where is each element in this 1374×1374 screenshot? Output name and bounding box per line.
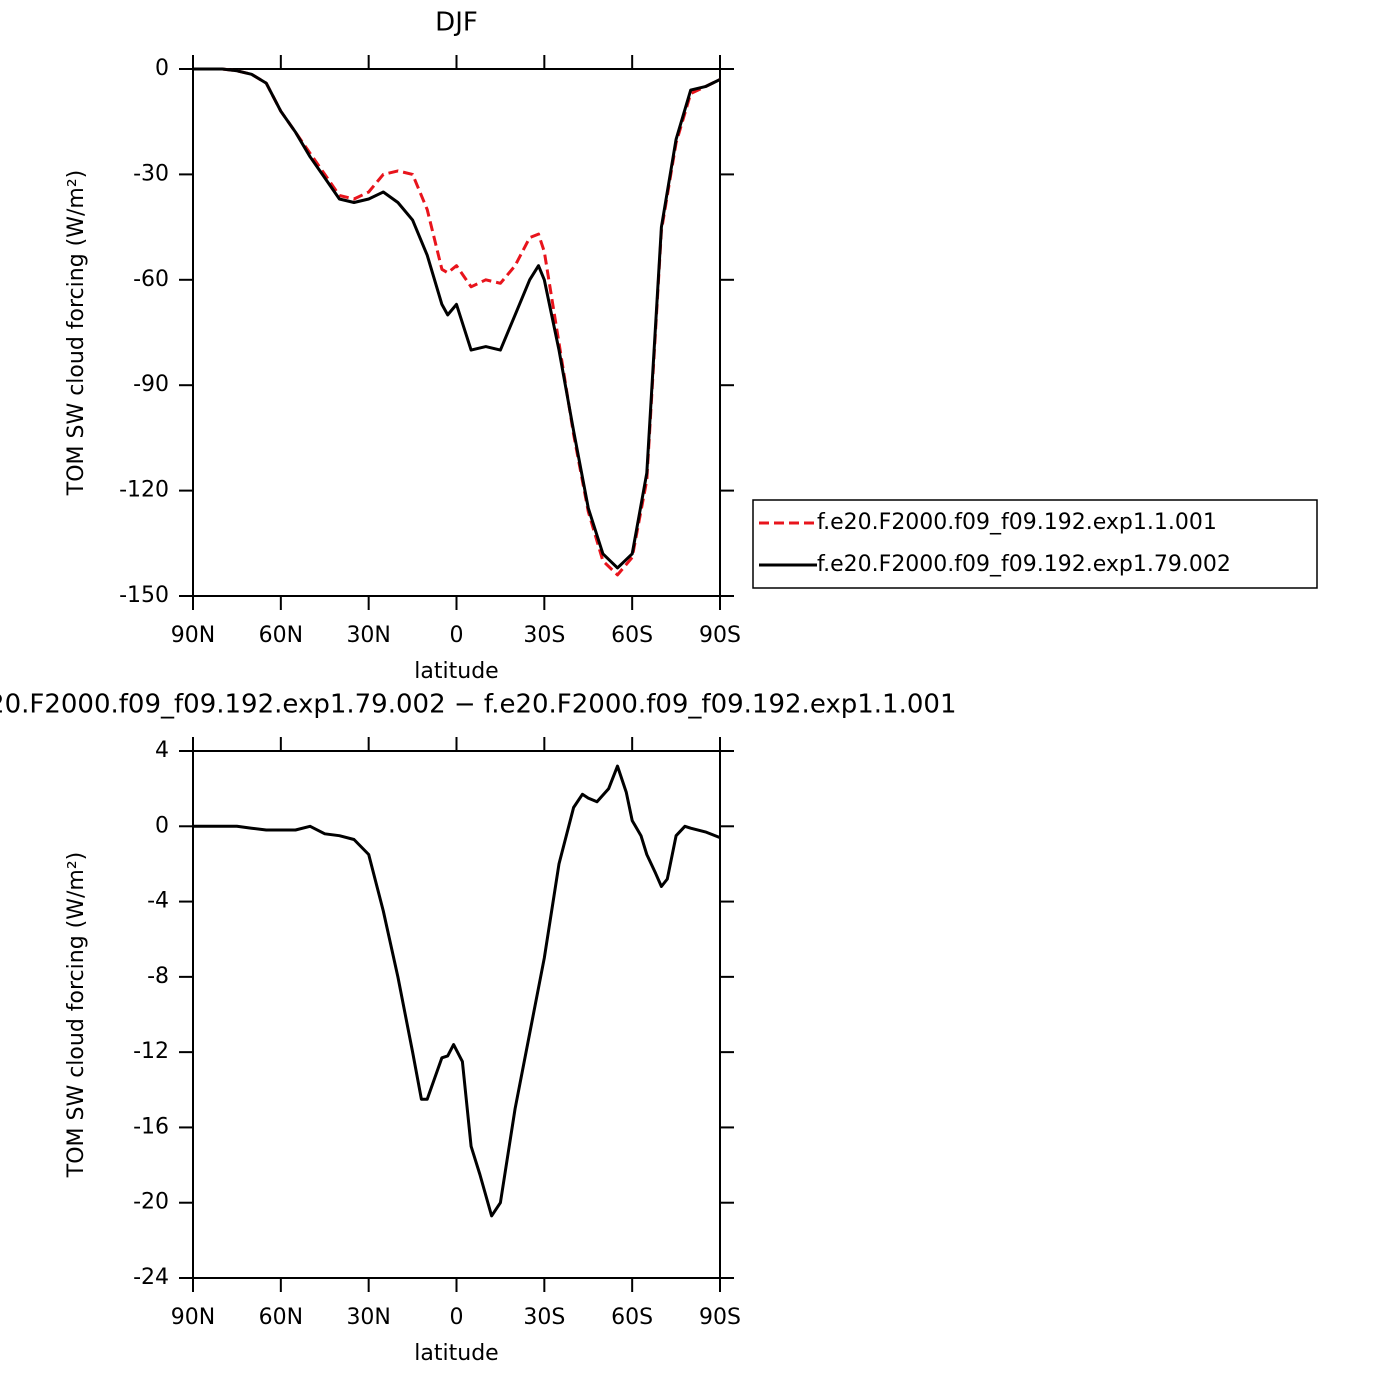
legend-label: f.e20.F2000.f09_f09.192.exp1.1.001 <box>817 510 1217 535</box>
y-tick-label: -30 <box>133 161 169 186</box>
x-tick-label: 30N <box>346 623 390 648</box>
plot-frame <box>192 68 721 597</box>
x-tick-label: 30S <box>523 1305 565 1330</box>
y-tick-label: -8 <box>147 964 169 989</box>
y-tick-label: -4 <box>147 889 169 914</box>
y-tick-label: 0 <box>155 56 169 81</box>
data-line <box>193 764 721 1218</box>
x-tick-label: 0 <box>450 1305 464 1330</box>
x-tick-label: 90S <box>699 1305 741 1330</box>
chart-title: DJF <box>435 8 478 38</box>
chart-title: f.e20.F2000.f09_f09.192.exp1.79.002 − f.… <box>0 690 956 720</box>
y-tick-label: -90 <box>133 372 169 397</box>
y-tick-label: -16 <box>133 1114 169 1139</box>
plot-frame <box>192 750 721 1279</box>
data-line <box>193 67 721 570</box>
x-tick-label: 30S <box>523 623 565 648</box>
y-tick-label: -20 <box>133 1190 169 1215</box>
y-axis-label: TOM SW cloud forcing (W/m²) <box>64 852 89 1178</box>
y-tick-label: -150 <box>119 583 169 608</box>
x-tick-label: 60S <box>611 623 653 648</box>
x-tick-label: 0 <box>450 623 464 648</box>
y-axis-label: TOM SW cloud forcing (W/m²) <box>64 170 89 496</box>
x-axis-label: latitude <box>414 1341 498 1366</box>
legend-label: f.e20.F2000.f09_f09.192.exp1.79.002 <box>817 552 1231 577</box>
x-tick-label: 60S <box>611 1305 653 1330</box>
y-tick-label: -120 <box>119 478 169 503</box>
y-tick-label: -60 <box>133 267 169 292</box>
x-tick-label: 60N <box>259 1305 303 1330</box>
x-tick-label: 90N <box>171 1305 215 1330</box>
x-tick-label: 30N <box>346 1305 390 1330</box>
x-tick-label: 60N <box>259 623 303 648</box>
y-tick-label: 0 <box>155 813 169 838</box>
x-tick-label: 90N <box>171 623 215 648</box>
data-line <box>193 67 721 577</box>
legend-box <box>752 499 1318 589</box>
x-axis-label: latitude <box>414 659 498 684</box>
y-tick-label: -12 <box>133 1039 169 1064</box>
y-tick-label: 4 <box>155 738 169 763</box>
y-tick-label: -24 <box>133 1265 169 1290</box>
x-tick-label: 90S <box>699 623 741 648</box>
